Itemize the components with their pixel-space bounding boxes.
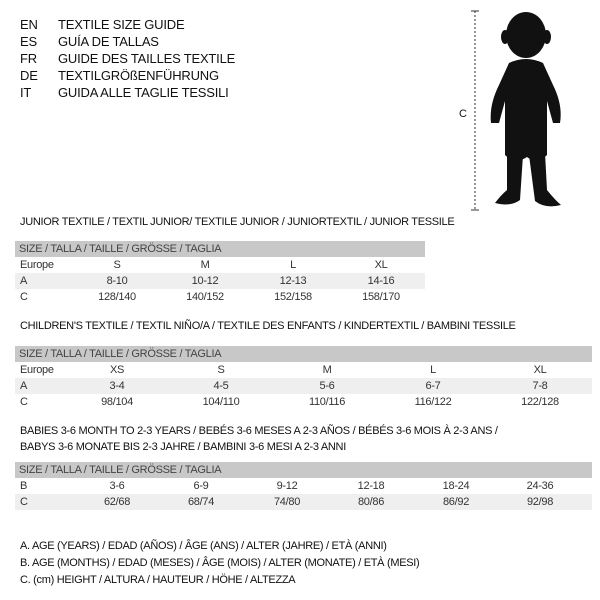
language-list: EN TEXTILE SIZE GUIDE ES GUÍA DE TALLAS FR… [20, 16, 235, 101]
legend-item: A. AGE (YEARS) / EDAD (AÑOS) / ÂGE (ANS)… [20, 540, 387, 552]
legend-item: C. (cm) HEIGHT / ALTURA / HAUTEUR / HÖHE… [20, 574, 296, 586]
language-line: DE TEXTILGRÖßENFÜHRUNG [20, 68, 219, 83]
language-line: EN TEXTILE SIZE GUIDE [20, 17, 185, 32]
baby-silhouette-icon [471, 10, 561, 211]
junior-size-table: SIZE / TALLA / TAILLE / GRÖSSE / TAGLIA … [15, 241, 425, 305]
table-row: A 8-10 10-12 12-13 14-16 [15, 273, 425, 289]
table-row: Europe S M L XL [20, 259, 388, 271]
table-row: B 3-6 6-9 9-12 12-18 18-24 24-36 [20, 480, 554, 492]
table-row: C 62/68 68/74 74/80 80/86 86/92 92/98 [15, 494, 592, 510]
height-label: C [459, 108, 467, 120]
table-row: C 128/140 140/152 152/158 158/170 [20, 291, 400, 303]
table-row: A 3-4 4-5 5-6 6-7 7-8 [15, 378, 592, 394]
legend: A. AGE (YEARS) / EDAD (AÑOS) / ÂGE (ANS)… [20, 538, 420, 589]
legend-item: B. AGE (MONTHS) / EDAD (MESES) / ÂGE (MO… [20, 557, 420, 569]
table-title-junior: JUNIOR TEXTILE / TEXTIL JUNIOR/ TEXTILE … [20, 216, 455, 228]
table-row: Europe XS S M L XL [20, 364, 547, 376]
table-header: SIZE / TALLA / TAILLE / GRÖSSE / TAGLIA [15, 241, 425, 257]
table-title-babies-line2: BABYS 3-6 MONATE BIS 2-3 JAHRE / BAMBINI… [20, 441, 346, 453]
table-title-babies: BABIES 3-6 MONTH TO 2-3 YEARS / BEBÉS 3-… [20, 425, 498, 437]
language-line: ES GUÍA DE TALLAS [20, 34, 159, 49]
language-line: FR GUIDE DES TAILLES TEXTILE [20, 51, 236, 66]
table-header: SIZE / TALLA / TAILLE / GRÖSSE / TAGLIA [15, 346, 592, 362]
babies-size-table: SIZE / TALLA / TAILLE / GRÖSSE / TAGLIA … [15, 462, 592, 510]
table-title-children: CHILDREN'S TEXTILE / TEXTIL NIÑO/A / TEX… [20, 320, 516, 332]
table-row: C 98/104 104/110 110/116 116/122 122/128 [20, 396, 559, 408]
language-line: IT GUIDA ALLE TAGLIE TESSILI [20, 85, 229, 100]
children-size-table: SIZE / TALLA / TAILLE / GRÖSSE / TAGLIA … [15, 346, 592, 410]
table-header: SIZE / TALLA / TAILLE / GRÖSSE / TAGLIA [15, 462, 592, 478]
